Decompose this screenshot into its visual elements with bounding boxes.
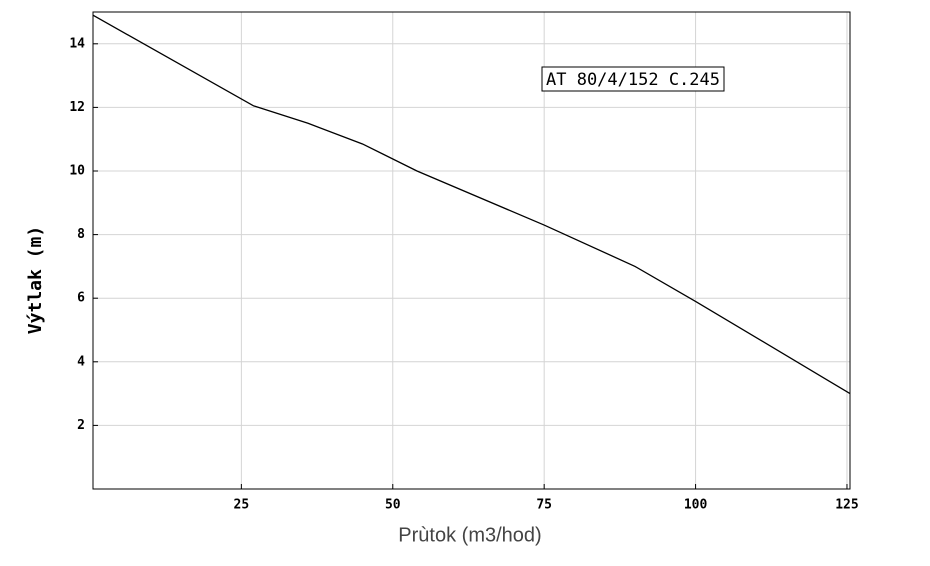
data-line [92,14,851,395]
y-axis-label: Výtlak (m) [25,226,46,334]
y-tick-label: 12 [69,100,85,115]
x-tick-label: 25 [234,498,250,513]
annotation: AT 80/4/152 C.245 [546,70,720,90]
x-tick-label: 125 [835,498,858,513]
x-tick-label: 100 [684,498,708,513]
x-tick-label: 75 [536,498,552,513]
y-tick-label: 6 [77,291,85,306]
x-axis-label: Prùtok (m3/hod) [398,524,541,546]
y-tick-label: 2 [77,418,85,433]
plot-frame [92,11,851,490]
x-tick-label: 50 [385,498,401,513]
annotation-box [541,66,725,92]
y-tick-label: 8 [77,227,85,242]
y-tick-label: 14 [69,36,85,51]
y-tick-label: 10 [69,164,85,179]
y-tick-label: 4 [77,354,85,369]
